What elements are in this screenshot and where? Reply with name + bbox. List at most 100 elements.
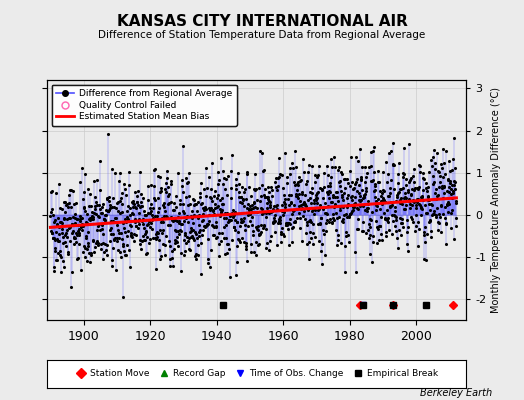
Point bbox=[113, 222, 122, 228]
Point bbox=[392, 194, 401, 200]
Point bbox=[132, 232, 140, 238]
Point bbox=[252, 224, 260, 230]
Point bbox=[253, 208, 261, 215]
Point bbox=[299, 201, 308, 207]
Point bbox=[397, 220, 405, 226]
Point bbox=[357, 177, 365, 184]
Point bbox=[269, 218, 278, 224]
Point bbox=[277, 229, 285, 235]
Point bbox=[132, 205, 140, 212]
Point bbox=[77, 224, 85, 230]
Point bbox=[183, 234, 191, 240]
Point bbox=[374, 226, 382, 232]
Point bbox=[279, 208, 288, 215]
Point bbox=[259, 223, 268, 230]
Point bbox=[357, 187, 366, 193]
Point bbox=[169, 263, 177, 270]
Point bbox=[362, 174, 370, 180]
Point bbox=[449, 194, 457, 201]
Point bbox=[449, 189, 457, 196]
Point bbox=[181, 240, 190, 246]
Point bbox=[200, 222, 209, 229]
Point bbox=[80, 254, 89, 260]
Point bbox=[389, 160, 398, 167]
Point bbox=[90, 178, 98, 184]
Point bbox=[121, 216, 129, 222]
Point bbox=[260, 222, 269, 228]
Point bbox=[235, 194, 243, 200]
Point bbox=[281, 200, 289, 207]
Point bbox=[59, 234, 68, 240]
Point bbox=[71, 210, 79, 217]
Point bbox=[280, 233, 288, 240]
Point bbox=[310, 234, 319, 240]
Point bbox=[188, 208, 196, 214]
Point bbox=[301, 181, 310, 187]
Point bbox=[450, 236, 458, 242]
Point bbox=[259, 168, 267, 174]
Point bbox=[405, 198, 413, 205]
Point bbox=[202, 220, 211, 227]
Point bbox=[221, 251, 230, 257]
Y-axis label: Monthly Temperature Anomaly Difference (°C): Monthly Temperature Anomaly Difference (… bbox=[490, 87, 500, 313]
Point bbox=[69, 234, 78, 241]
Point bbox=[211, 201, 219, 208]
Point bbox=[336, 183, 345, 189]
Point bbox=[223, 241, 232, 248]
Point bbox=[157, 188, 166, 194]
Point bbox=[369, 233, 377, 239]
Point bbox=[368, 259, 377, 265]
Point bbox=[193, 252, 202, 258]
Legend: Station Move, Record Gap, Time of Obs. Change, Empirical Break: Station Move, Record Gap, Time of Obs. C… bbox=[72, 366, 442, 382]
Point bbox=[381, 215, 389, 222]
Point bbox=[80, 189, 89, 196]
Point bbox=[68, 220, 77, 227]
Point bbox=[146, 210, 154, 216]
Point bbox=[90, 248, 99, 255]
Point bbox=[237, 216, 245, 222]
Point bbox=[153, 234, 161, 240]
Point bbox=[135, 204, 144, 210]
Point bbox=[64, 192, 73, 198]
Point bbox=[450, 177, 458, 184]
Point bbox=[217, 195, 226, 201]
Point bbox=[403, 224, 412, 230]
Point bbox=[195, 212, 203, 219]
Point bbox=[224, 219, 232, 226]
Point bbox=[70, 201, 79, 208]
Point bbox=[344, 180, 353, 186]
Point bbox=[359, 203, 368, 209]
Point bbox=[431, 189, 439, 196]
Point bbox=[139, 233, 147, 240]
Point bbox=[99, 200, 107, 207]
Point bbox=[337, 169, 345, 175]
Point bbox=[401, 206, 410, 212]
Point bbox=[369, 177, 378, 184]
Point bbox=[401, 195, 410, 202]
Point bbox=[112, 266, 120, 273]
Point bbox=[60, 216, 69, 222]
Point bbox=[174, 210, 183, 216]
Point bbox=[58, 219, 66, 226]
Point bbox=[212, 222, 221, 229]
Point bbox=[108, 204, 116, 210]
Point bbox=[73, 222, 82, 228]
Point bbox=[285, 192, 293, 199]
Point bbox=[307, 218, 315, 225]
Point bbox=[346, 210, 354, 217]
Point bbox=[200, 205, 209, 212]
Point bbox=[176, 227, 184, 234]
Point bbox=[97, 209, 105, 216]
Point bbox=[358, 164, 366, 170]
Point bbox=[275, 216, 283, 222]
Point bbox=[273, 206, 281, 212]
Point bbox=[236, 199, 244, 206]
Point bbox=[49, 212, 57, 218]
Point bbox=[408, 216, 416, 222]
Point bbox=[352, 269, 360, 276]
Point bbox=[443, 202, 451, 208]
Point bbox=[250, 204, 259, 210]
Point bbox=[102, 212, 110, 218]
Point bbox=[94, 213, 103, 219]
Point bbox=[249, 205, 257, 211]
